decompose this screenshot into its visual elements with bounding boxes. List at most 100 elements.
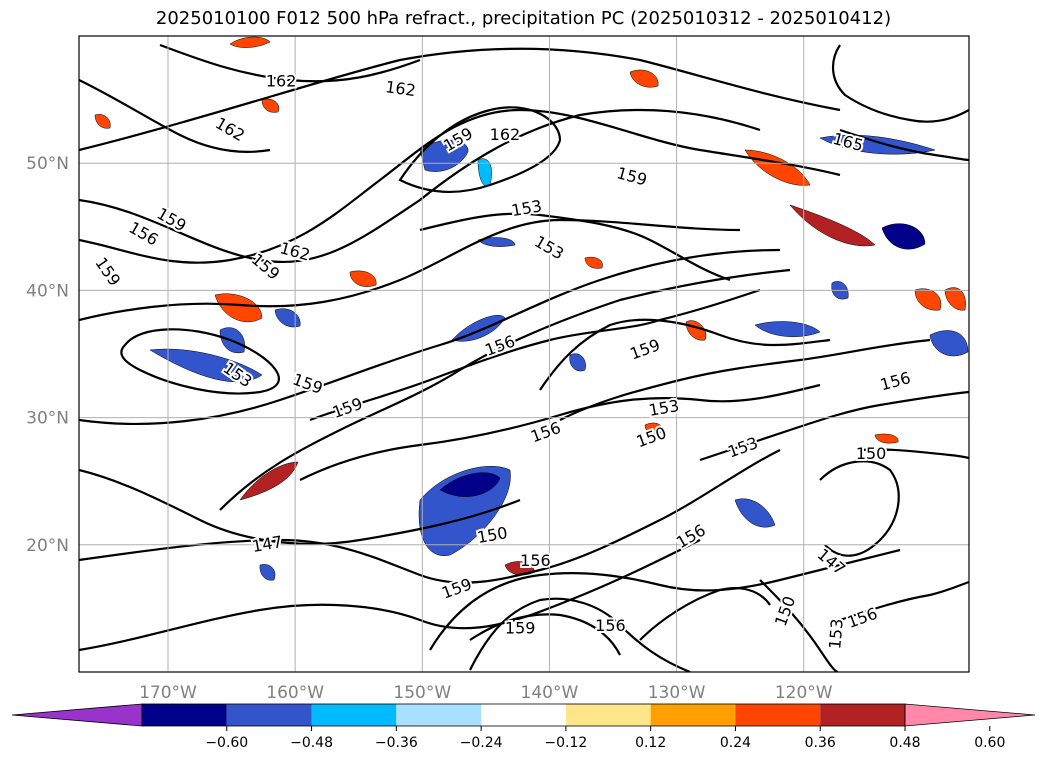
precip-patch [754, 321, 821, 337]
precip-patch [944, 287, 966, 311]
precip-patch [214, 293, 263, 323]
colorbar-tick-label: 0.12 [635, 735, 666, 751]
contour-value-label: 153 [510, 196, 543, 220]
precip-patch [261, 98, 280, 113]
precip-patch [439, 472, 501, 497]
colorbar-tick-label: −0.48 [290, 735, 333, 751]
contour-value-label: 147 [251, 532, 284, 556]
colorbar-tick-label: 0.60 [974, 735, 1005, 751]
colorbar-segment [311, 704, 397, 726]
contour-value-label: 150 [476, 523, 509, 547]
contour-value-label: 159 [439, 574, 474, 602]
contour-value-label: 156 [595, 616, 626, 635]
colorbar-segment [565, 704, 651, 726]
contour-line [639, 587, 771, 641]
refractivity-contours [79, 43, 969, 672]
precip-patch [929, 330, 969, 357]
colorbar-tick-label: 0.48 [889, 735, 920, 751]
contour-value-label: 162 [266, 72, 297, 91]
lat-tick-label: 30°N [26, 409, 69, 429]
contour-value-label: 159 [615, 163, 649, 189]
precip-patch [874, 433, 899, 444]
lat-tick-label: 50°N [26, 154, 69, 174]
graticule [79, 36, 969, 672]
contour-line [159, 43, 421, 83]
colorbar-extend-low [11, 703, 143, 727]
colorbar-segment [396, 704, 482, 726]
contour-line [819, 460, 900, 557]
contour-value-label: 156 [673, 520, 709, 552]
contour-value-label: 162 [490, 125, 521, 144]
precip-patch [881, 223, 926, 250]
contour-value-label: 153 [825, 618, 847, 650]
colorbar-segment [142, 704, 227, 726]
contour-value-label: 150 [634, 423, 669, 451]
colorbar-tick-label: −0.36 [375, 735, 418, 751]
precip-patch [569, 353, 586, 372]
lon-tick-label: 120°W [775, 683, 833, 703]
colorbar-frame [141, 703, 906, 727]
colorbar-tick-label: −0.60 [205, 735, 248, 751]
precip-patch [149, 348, 263, 383]
chart-title: 2025010100 F012 500 hPa refract., precip… [155, 8, 892, 29]
colorbar-tick-label: 0.24 [720, 735, 751, 751]
precip-patch [734, 498, 776, 528]
colorbar-extend-high [904, 703, 1036, 727]
colorbar-segment [820, 704, 905, 726]
contour-line [79, 108, 761, 264]
contour-value-label: 159 [627, 335, 662, 363]
colorbar-ticks: −0.60 −0.48 −0.36 −0.24 −0.12 0.12 0.24 0.36 0.4… [205, 726, 1005, 751]
contour-line [299, 383, 821, 481]
contour-line [419, 212, 731, 282]
colorbar-segment [226, 704, 312, 726]
lat-tick-label: 20°N [26, 536, 69, 556]
precip-patch [644, 422, 663, 434]
contour-value-label: 156 [845, 604, 880, 632]
contour-line [79, 218, 741, 322]
contour-line [469, 613, 621, 656]
contour-line [832, 44, 969, 123]
colorbar-tick-label: −0.24 [460, 735, 503, 751]
contour-line [79, 449, 781, 584]
contour-line [79, 539, 701, 652]
precip-patch [789, 204, 876, 247]
contour-value-label: 156 [520, 551, 551, 570]
lat-tick-label: 40°N [26, 281, 69, 301]
contour-line [699, 390, 969, 462]
lon-tick-label: 140°W [521, 683, 579, 703]
precip-patch [94, 114, 111, 129]
contour-line [859, 448, 969, 460]
map-plot-area [79, 36, 969, 672]
latitude-labels: 20°N 30°N 40°N 50°N [26, 154, 69, 556]
precip-patch [259, 564, 276, 581]
contour-value-label: 153 [725, 433, 760, 461]
contour-value-label: 150 [771, 594, 799, 629]
lon-tick-label: 170°W [139, 683, 197, 703]
contour-line [429, 548, 901, 651]
precip-patch [629, 69, 659, 88]
contour-value-label: 156 [878, 368, 912, 394]
precip-patch [274, 308, 301, 328]
colorbar-segment [735, 704, 821, 726]
map-frame [78, 35, 970, 673]
longitude-labels: 170°W 160°W 150°W 140°W 130°W 120°W [139, 683, 833, 703]
contour-value-label: 153 [647, 396, 680, 420]
contour-line [559, 338, 931, 421]
colorbar-segment [650, 704, 736, 726]
colorbar-segment [481, 704, 566, 726]
contour-value-label: 165 [831, 129, 865, 155]
contour-line [79, 248, 781, 426]
colorbar-segments [11, 703, 1036, 727]
contour-value-label: 162 [212, 113, 248, 145]
contour-line [79, 47, 841, 152]
precip-patch [239, 461, 299, 501]
contour-line [839, 128, 969, 162]
lon-tick-label: 130°W [648, 683, 706, 703]
colorbar: −0.60 −0.48 −0.36 −0.24 −0.12 0.12 0.24 0.36 0.4… [11, 703, 1036, 751]
contour-line [79, 468, 521, 545]
precip-patch [584, 256, 603, 269]
contour-line [759, 579, 839, 672]
contour-line [839, 580, 969, 622]
lon-tick-label: 150°W [393, 683, 451, 703]
